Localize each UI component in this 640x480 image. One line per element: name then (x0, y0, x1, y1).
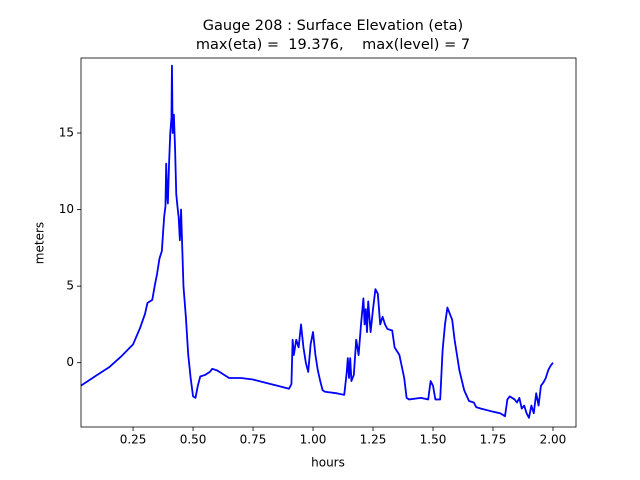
plot-frame (80, 57, 577, 428)
x-tick-label: 0.75 (240, 433, 267, 447)
x-tick-label: 0.25 (120, 433, 147, 447)
y-tick-label: 10 (59, 202, 74, 216)
x-tick-label: 0.50 (180, 433, 207, 447)
x-tick-label: 1.25 (360, 433, 387, 447)
x-tick-label: 1.00 (300, 433, 327, 447)
x-axis-label: hours (311, 456, 345, 470)
y-tick-label: 5 (66, 279, 74, 293)
y-axis-label: meters (33, 222, 47, 264)
y-tick-label: 0 (66, 355, 74, 369)
x-tick-label: 1.75 (480, 433, 507, 447)
chart-title: Gauge 208 : Surface Elevation (eta) (203, 18, 463, 34)
data-line (80, 64, 554, 419)
chart-subtitle: max(eta) = 19.376, max(level) = 7 (196, 37, 470, 53)
x-tick-label: 1.50 (420, 433, 447, 447)
x-tick-label: 2.00 (540, 433, 567, 447)
y-tick-label: 15 (59, 126, 74, 140)
